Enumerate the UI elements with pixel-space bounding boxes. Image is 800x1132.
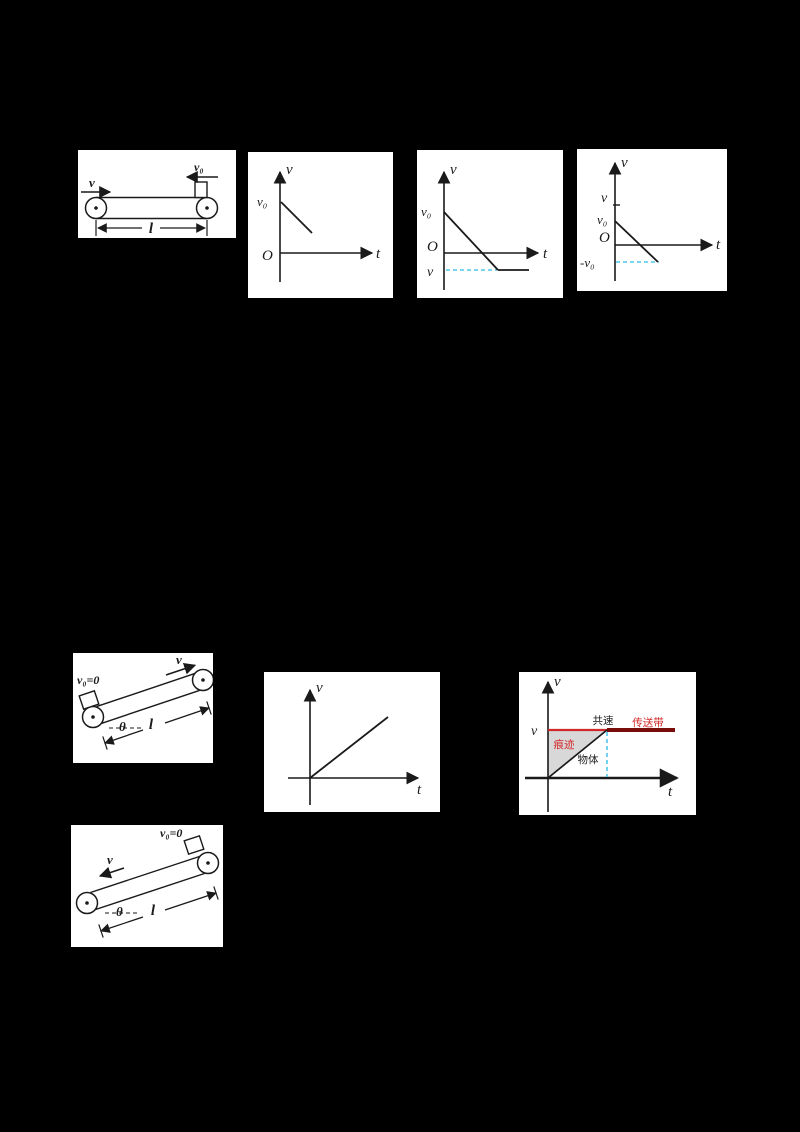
origin-label: O (427, 239, 438, 255)
length-dimension-right (164, 706, 210, 724)
belt-speed-label: v (107, 852, 113, 867)
v-mark-label: v (531, 724, 538, 739)
panel-graph-accel: v t (264, 672, 440, 812)
velocity-line (614, 220, 659, 263)
v0-label: v₀ (421, 204, 431, 219)
pulley-bottom-axle (85, 901, 89, 905)
panel-belt-horizontal: v v₀ l (78, 150, 236, 238)
panel-belt-incline-up: v₀=0 v θ l (73, 653, 213, 763)
belt-speed-arrow (98, 866, 125, 879)
length-dimension-left (100, 916, 144, 933)
object-speed-label: v₀ (194, 160, 204, 174)
t-axis-label: t (543, 246, 548, 262)
graph-decel-stop: v t O v₀ (257, 162, 381, 282)
belt-speed-label: v (176, 653, 182, 667)
v-axis-label: v (286, 162, 293, 178)
angle-label: θ (116, 904, 123, 919)
velocity-line (309, 716, 389, 779)
graph-accel: v t (288, 680, 422, 805)
length-label: l (151, 903, 156, 919)
panel-graph-accel-common: v t v 共速 传送带 痕迹 物体 (519, 672, 696, 815)
v-mark-label: v (601, 191, 608, 206)
length-dimension-left (104, 729, 144, 745)
panel-belt-incline-down: v₀=0 v θ l (71, 825, 223, 947)
belt-surface-top (90, 851, 212, 894)
v0-label: v₀=0 (77, 673, 99, 687)
graph-decel-reverse-v: v t O v₀ v (421, 162, 548, 290)
v-axis-label: v (316, 680, 323, 696)
length-dimension-right (164, 891, 217, 911)
pulley-top-axle (201, 678, 205, 682)
belt-surface-bottom (83, 872, 205, 915)
belt-incline-down-diagram: v₀=0 v θ l (75, 826, 220, 938)
belt-surface-top (96, 668, 207, 708)
common-speed-label: 共速 (593, 715, 614, 727)
belt-label: 传送带 (632, 716, 664, 729)
pulley-right-axle (205, 206, 209, 210)
object-block (183, 834, 205, 856)
panel-graph-decel-reverse-v: v t O v₀ v (417, 150, 563, 298)
v-axis-label: v (621, 155, 628, 171)
t-axis-label: t (716, 237, 721, 253)
belt-horizontal-diagram: v v₀ l (81, 160, 219, 237)
belt-speed-arrow (165, 663, 197, 676)
graph-accel-common: v t v 共速 传送带 痕迹 物体 (525, 674, 679, 812)
panel-graph-decel-stop: v t O v₀ (248, 152, 393, 298)
object-block (78, 689, 100, 711)
origin-label: O (599, 230, 610, 246)
pulley-top-axle (206, 861, 210, 865)
t-axis-label: t (417, 782, 422, 798)
v0-label: v₀=0 (160, 826, 182, 840)
velocity-line (443, 211, 499, 271)
t-axis-label: t (376, 246, 381, 262)
v-axis-label: v (450, 162, 457, 178)
origin-label: O (262, 248, 273, 264)
velocity-line (280, 201, 313, 234)
belt-surface-bottom (89, 689, 200, 729)
v-axis-label: v (554, 674, 561, 690)
length-label: l (149, 717, 154, 733)
length-label: l (149, 221, 154, 237)
trace-label: 痕迹 (554, 738, 575, 751)
object-label: 物体 (578, 753, 599, 766)
angle-label: θ (119, 719, 126, 734)
neg-v0-label: -v₀ (580, 255, 595, 270)
neg-v-label: v (427, 265, 434, 280)
object-block (194, 181, 208, 199)
belt-incline-up-diagram: v₀=0 v θ l (77, 653, 213, 750)
graph-decel-reverse-v0: v t v v₀ O -v₀ (580, 155, 721, 281)
belt-speed-label: v (89, 175, 95, 190)
pulley-bottom-axle (91, 715, 95, 719)
panel-graph-decel-reverse-v0: v t v v₀ O -v₀ (577, 149, 727, 291)
v0-label: v₀ (597, 212, 607, 227)
t-axis-label: t (668, 784, 673, 800)
pulley-left-axle (94, 206, 98, 210)
v0-label: v₀ (257, 194, 267, 209)
object-velocity-line (547, 729, 608, 779)
